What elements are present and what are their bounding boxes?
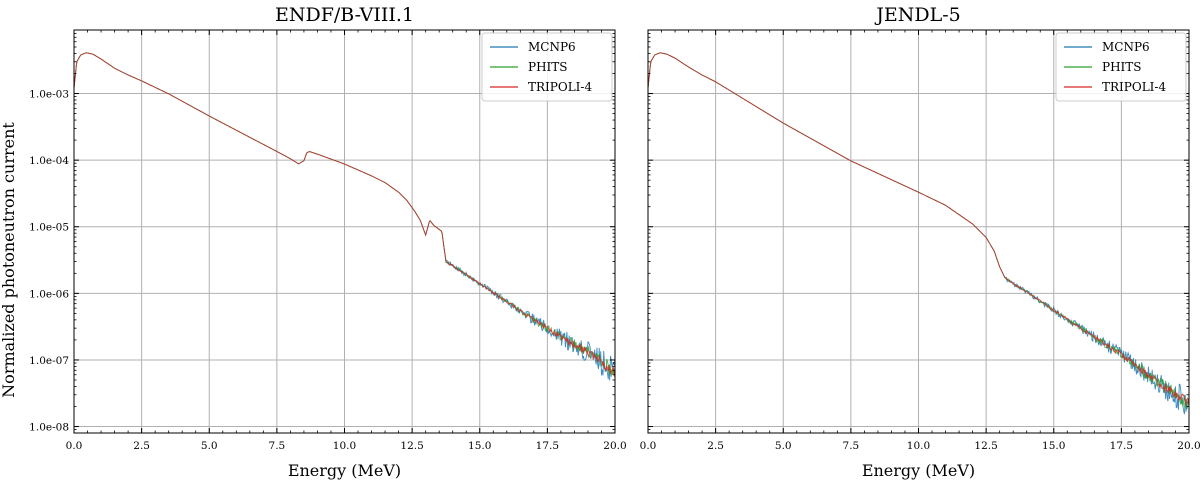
legend-label-tripoli-4: TRIPOLI-4 <box>1102 80 1166 94</box>
legend-label-mcnp6: MCNP6 <box>528 40 576 54</box>
y-axis-label: Normalized photoneutron current <box>0 122 18 398</box>
legend-label-phits: PHITS <box>528 60 568 74</box>
legend-box <box>1055 32 1187 102</box>
x-axis-ticks: 0.0 2.5 5.0 7.5 10.0 12.5 15.0 17.5 20.0 <box>66 30 627 452</box>
legend-label-phits: PHITS <box>1102 60 1142 74</box>
x-tick-label: 15.0 <box>1042 440 1065 452</box>
chart-title: JENDL-5 <box>874 4 960 26</box>
y-tick-label: 1.0e-05 <box>29 222 69 234</box>
chart-title: ENDF/B-VIII.1 <box>275 4 414 26</box>
x-tick-label: 12.5 <box>400 440 423 452</box>
y-tick-label: 1.0e-06 <box>29 288 69 300</box>
series-line-tripoli-4 <box>74 52 615 377</box>
x-tick-label: 2.5 <box>707 440 724 452</box>
y-axis-ticks: 1.0e-08 1.0e-07 1.0e-06 1.0e-05 1.0e-04 1.0e-… <box>29 33 615 434</box>
x-tick-label: 17.5 <box>536 440 559 452</box>
legend-box <box>481 32 613 102</box>
panel-endf: ENDF/B-VIII.1 Energy (MeV) 0.0 2.5 5.0 7.5 1… <box>29 4 627 480</box>
x-tick-label: 2.5 <box>133 440 150 452</box>
x-tick-label: 12.5 <box>974 440 997 452</box>
x-tick-label: 0.0 <box>66 440 83 452</box>
x-tick-label: 17.5 <box>1110 440 1133 452</box>
legend: MCNP6 PHITS TRIPOLI-4 <box>1055 32 1187 102</box>
y-axis-ticks <box>648 33 1189 434</box>
x-tick-label: 0.0 <box>640 440 657 452</box>
x-axis-label: Energy (MeV) <box>288 461 401 480</box>
series-line-tripoli-4 <box>648 52 1189 406</box>
x-tick-label: 10.0 <box>907 440 930 452</box>
x-tick-label: 10.0 <box>333 440 356 452</box>
x-axis-label: Energy (MeV) <box>862 461 975 480</box>
series-group <box>648 52 1189 415</box>
x-tick-label: 7.5 <box>269 440 286 452</box>
x-tick-label: 7.5 <box>843 440 860 452</box>
x-tick-label: 20.0 <box>603 440 626 452</box>
x-tick-label: 5.0 <box>775 440 792 452</box>
x-tick-label: 5.0 <box>201 440 218 452</box>
legend-label-mcnp6: MCNP6 <box>1102 40 1150 54</box>
panel-jendl: JENDL-5 Energy (MeV) 0.0 2.5 5.0 7.5 10.0 12.… <box>640 4 1200 480</box>
y-tick-label: 1.0e-08 <box>29 422 69 434</box>
series-group <box>74 52 615 381</box>
legend-label-tripoli-4: TRIPOLI-4 <box>528 80 592 94</box>
y-tick-label: 1.0e-03 <box>29 89 69 101</box>
legend: MCNP6 PHITS TRIPOLI-4 <box>481 32 613 102</box>
y-tick-label: 1.0e-04 <box>29 155 69 167</box>
x-tick-label: 20.0 <box>1177 440 1200 452</box>
x-axis-ticks: 0.0 2.5 5.0 7.5 10.0 12.5 15.0 17.5 20.0 <box>640 30 1200 452</box>
x-tick-label: 15.0 <box>468 440 491 452</box>
y-tick-label: 1.0e-07 <box>29 355 69 367</box>
